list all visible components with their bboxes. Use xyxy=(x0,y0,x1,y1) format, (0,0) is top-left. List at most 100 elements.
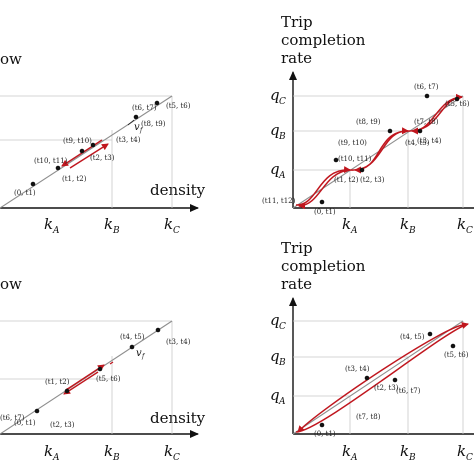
tr-point-label: (t8, t9) xyxy=(356,118,381,126)
bl-point-label: (0, t1) xyxy=(14,419,36,427)
br-point xyxy=(450,343,456,349)
br-point xyxy=(392,377,398,383)
tr-point xyxy=(454,96,460,102)
bl-vf-sub: f xyxy=(141,353,146,360)
br-title-line3: rate xyxy=(281,275,312,293)
tl-point-label: (t9, t10) xyxy=(63,137,92,145)
bl-x-ticks: k A k B k C xyxy=(44,442,180,463)
tr-tick-kb: k xyxy=(400,215,409,233)
tr-point-labels: (t6, t7) (t5, t6) (t8, t9) (t7, t8) (t3,… xyxy=(262,83,470,216)
tl-y-axis-label: ow xyxy=(0,50,22,68)
tr-tick-ka: k xyxy=(342,215,351,233)
tr-x-ticks: k A k B k C xyxy=(342,215,473,236)
tr-tick-kc: k xyxy=(457,215,466,233)
bl-point xyxy=(34,408,40,414)
panel-top-left: ow density (t6, t7) (t5, t6) (t8, t9) (t… xyxy=(0,50,206,236)
tr-tick-qc: q xyxy=(270,86,280,104)
tr-point-label: (t4, t5) xyxy=(405,139,430,147)
tr-tick-qb: q xyxy=(270,121,280,139)
br-point-label: (t6, t7) xyxy=(396,387,421,395)
tr-point xyxy=(333,157,339,163)
tl-vf-pointer xyxy=(127,119,135,126)
bl-point-label: (t6, t7) xyxy=(0,414,25,422)
tr-point-label: (t1, t2) xyxy=(334,176,359,184)
br-tick-qa: q xyxy=(270,386,280,404)
bl-tick-ka: k xyxy=(44,442,53,460)
br-tick-kb-sub: B xyxy=(408,453,416,463)
tl-point-label: (t8, t9) xyxy=(141,120,166,128)
br-point-label: (t4, t5) xyxy=(400,333,425,341)
tl-free-flow-line xyxy=(0,95,173,209)
br-y-ticks: q C q B q A xyxy=(270,311,286,407)
tr-title-line1: Trip xyxy=(281,13,313,31)
bl-point-label: (t5, t6) xyxy=(96,375,121,383)
tr-title-line3: rate xyxy=(281,49,312,67)
tl-point xyxy=(154,100,160,106)
tl-tick-kc-sub: C xyxy=(173,226,180,236)
tl-tick-ka: k xyxy=(44,215,53,233)
panel-bottom-left: ow density (t4, t5) (t3, t4) (t1, t2) (t… xyxy=(0,275,206,463)
br-point-labels: (t4, t5) (t5, t6) (t3, t4) (t6, t7) (t2,… xyxy=(314,333,469,438)
panel-bottom-right: Trip completion rate (t4, t5) (t5, t6) (… xyxy=(270,239,474,463)
bl-vf-label: v xyxy=(136,348,142,359)
br-x-ticks: k A k B k C xyxy=(342,442,473,463)
bl-point xyxy=(97,366,103,372)
tr-title-line2: completion xyxy=(281,31,366,49)
tr-tick-qa: q xyxy=(270,160,280,178)
tl-points xyxy=(30,100,160,187)
br-point-label: (0, t1) xyxy=(314,430,336,438)
tl-tick-kc: k xyxy=(164,215,173,233)
br-title-line1: Trip xyxy=(281,239,313,257)
tl-point-label: (t10, t11) xyxy=(34,157,68,165)
br-tick-ka-sub: A xyxy=(350,453,358,463)
tr-point-label: (t6, t7) xyxy=(414,83,439,91)
tr-tick-qa-sub: A xyxy=(278,171,286,181)
tr-point xyxy=(319,199,325,205)
tr-point-label: (t11, t12) xyxy=(262,197,296,205)
bl-tick-kb: k xyxy=(104,442,113,460)
panel-top-right: Trip completion rate (t6, t xyxy=(262,13,474,236)
br-point xyxy=(319,422,325,428)
bl-trajectory-down xyxy=(63,371,99,395)
tl-point-label: (0, t1) xyxy=(14,189,36,197)
tr-point xyxy=(417,128,423,134)
tr-point xyxy=(387,128,393,134)
bl-point-label: (t2, t3) xyxy=(50,421,75,429)
bl-point xyxy=(155,327,161,333)
tr-points xyxy=(319,93,460,205)
tr-curve-upper-1 xyxy=(298,169,351,210)
tl-tick-ka-sub: A xyxy=(52,226,60,236)
tl-tick-kb-sub: B xyxy=(112,226,120,236)
tl-point-labels: (t6, t7) (t5, t6) (t8, t9) (t3, t4) (t9,… xyxy=(14,102,191,197)
br-tick-qc-sub: C xyxy=(279,322,286,332)
br-points xyxy=(319,331,456,428)
tl-vf-sub: f xyxy=(139,127,144,134)
tr-tick-qc-sub: C xyxy=(279,97,286,107)
br-tick-qb-sub: B xyxy=(278,358,286,368)
br-curve-lower xyxy=(295,322,469,433)
tl-point xyxy=(79,148,85,154)
br-point-label: (t7, t8) xyxy=(356,413,381,421)
br-point-label: (t3, t4) xyxy=(345,365,370,373)
tl-point xyxy=(55,165,61,171)
tr-tick-kb-sub: B xyxy=(408,226,416,236)
br-diagonal xyxy=(292,320,464,435)
br-tick-kc: k xyxy=(457,442,466,460)
br-point-label: (t2, t3) xyxy=(374,384,399,392)
bl-point-labels: (t4, t5) (t3, t4) (t1, t2) (t5, t6) (t2,… xyxy=(0,333,191,429)
br-point xyxy=(427,331,433,337)
tl-vf-label: v xyxy=(134,122,140,133)
br-tick-qb: q xyxy=(270,347,280,365)
tr-y-ticks: q C q B q A xyxy=(270,86,286,181)
bl-y-axis-label: ow xyxy=(0,275,22,293)
br-tick-kb: k xyxy=(400,442,409,460)
br-tick-qa-sub: A xyxy=(278,397,286,407)
tr-point xyxy=(359,167,365,173)
tl-point-label: (t3, t4) xyxy=(116,136,141,144)
br-point-label: (t5, t6) xyxy=(444,351,469,359)
tr-point-label: (0, t1) xyxy=(314,208,336,216)
bl-x-axis-label: density xyxy=(150,409,206,427)
tr-point-label: (t2, t3) xyxy=(360,176,385,184)
bl-point-label: (t3, t4) xyxy=(166,338,191,346)
